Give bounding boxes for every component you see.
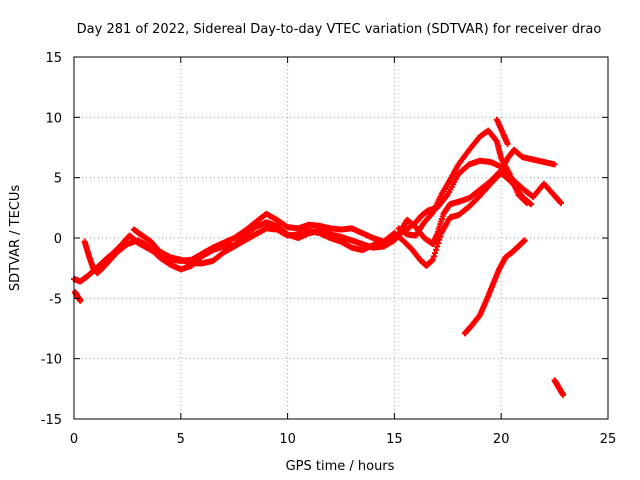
series-arc-g	[493, 116, 511, 147]
data-point	[551, 161, 558, 168]
data-point	[434, 243, 441, 250]
y-tick-label: -15	[41, 413, 62, 428]
data-points	[71, 116, 567, 398]
x-tick-label: 0	[70, 432, 78, 447]
y-tick-label: 10	[45, 111, 62, 126]
series-arc-f	[461, 237, 528, 337]
data-point	[521, 237, 528, 244]
data-point	[436, 236, 443, 243]
y-tick-label: 0	[54, 232, 62, 247]
x-tick-label: 25	[600, 432, 617, 447]
y-tick-label: -5	[49, 292, 62, 307]
y-tick-labels: -15 -10 -5 0 5 10 15	[41, 51, 62, 428]
series-arc-a	[72, 289, 84, 304]
data-point	[504, 140, 511, 147]
series-arc-h	[551, 377, 567, 398]
data-point	[435, 240, 442, 247]
x-tick-label: 5	[177, 432, 185, 447]
series-arc-e	[395, 127, 530, 239]
series-arc-c	[81, 146, 558, 276]
data-point	[429, 256, 436, 263]
x-tick-label: 15	[386, 432, 403, 447]
data-point	[430, 253, 437, 260]
y-tick-label: -10	[41, 353, 62, 368]
y-axis-label: SDTVAR / TECUs	[8, 185, 23, 292]
tick-marks	[73, 56, 609, 420]
data-point	[523, 200, 530, 207]
x-tick-labels: 0 5 10 15 20 25	[70, 432, 616, 447]
data-point	[437, 233, 444, 240]
series-arc-b	[71, 157, 565, 285]
series-arc-d	[130, 169, 535, 269]
data-point	[528, 201, 535, 208]
data-point	[560, 391, 567, 398]
chart-title: Day 281 of 2022, Sidereal Day-to-day VTE…	[77, 22, 602, 37]
data-point	[77, 297, 84, 304]
x-tick-label: 10	[279, 432, 296, 447]
x-tick-label: 20	[493, 432, 510, 447]
x-axis-label: GPS time / hours	[286, 459, 395, 474]
data-point	[433, 246, 440, 253]
y-tick-label: 5	[54, 172, 62, 187]
data-point	[558, 200, 565, 207]
data-point	[431, 250, 438, 257]
y-tick-label: 15	[45, 51, 62, 66]
